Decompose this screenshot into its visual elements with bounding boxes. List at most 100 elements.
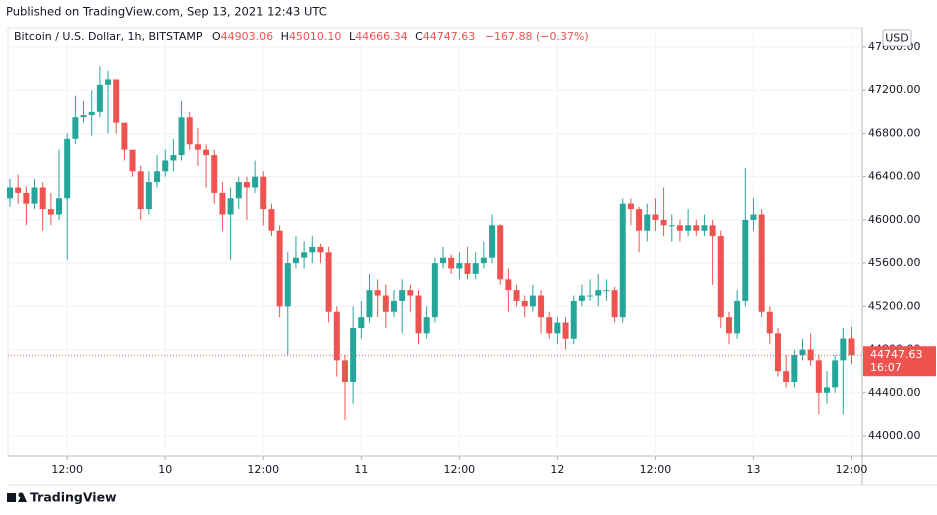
x-tick-label: 12:00 (443, 463, 475, 476)
candle-body (489, 225, 496, 258)
candle-body (382, 295, 389, 312)
candle-body (840, 338, 847, 361)
candle-body (170, 155, 177, 161)
candle-body (23, 192, 30, 204)
candle-body (64, 138, 71, 199)
x-tick-label: 11 (354, 463, 368, 476)
candle-body (774, 333, 781, 372)
candle-body (15, 187, 22, 193)
candle-body (96, 84, 103, 112)
candle-body (415, 295, 422, 334)
ohlc-letter: C (415, 30, 423, 43)
x-tick-label: 10 (158, 463, 172, 476)
published-note: Published on TradingView.com, Sep 13, 20… (6, 5, 327, 19)
candle-body (538, 295, 545, 318)
candle-body (309, 246, 316, 253)
candle-body (464, 263, 471, 274)
y-tick-label: 47200.00 (868, 83, 921, 96)
ohlc-letter: L (349, 30, 356, 43)
candle-body (56, 198, 63, 215)
candle-body (276, 230, 283, 307)
candle-body (301, 252, 308, 258)
grid (8, 28, 862, 456)
y-tick-label: 46800.00 (868, 126, 921, 139)
candle-body (186, 117, 193, 145)
candle-body (374, 290, 381, 296)
brand: TradingView (30, 490, 117, 505)
candle-body (431, 263, 438, 318)
y-tick-label: 44000.00 (868, 429, 921, 442)
candle-body (235, 182, 242, 199)
candle-body (636, 209, 643, 231)
candle-body (203, 149, 210, 156)
candle-body (807, 349, 814, 361)
candle-body (611, 290, 618, 318)
candle-body (243, 182, 250, 188)
ohlc-letter: H (281, 30, 289, 43)
candle-body (399, 290, 406, 301)
candle-body (595, 290, 602, 296)
candle-body (407, 290, 414, 296)
candle-body (162, 160, 169, 172)
candle-body (227, 198, 234, 215)
x-tick-label: 12:00 (640, 463, 672, 476)
candle-body (317, 246, 324, 253)
candle-body (521, 300, 528, 307)
candle-body (129, 149, 136, 172)
ohlc-value: 45010.10 (289, 30, 342, 43)
candle-body (742, 219, 749, 301)
candle-body (260, 176, 267, 210)
candle-body (31, 187, 38, 204)
y-tick-label: 46400.00 (868, 170, 921, 183)
candle-body (284, 263, 291, 307)
candle-body (734, 300, 741, 334)
candle-body (341, 360, 348, 382)
brand-logo (7, 492, 27, 502)
candle-body (587, 295, 594, 297)
candle-body (529, 295, 536, 307)
candle-body (72, 117, 79, 139)
candle-body (252, 176, 259, 188)
candle-body (325, 252, 332, 312)
candle-body (194, 144, 201, 150)
candle-body (154, 171, 161, 183)
candle-body (440, 257, 447, 264)
candle-body (497, 225, 504, 280)
candle-body (105, 79, 112, 85)
ohlc-value: 44666.34 (355, 30, 408, 43)
candle-body (390, 300, 397, 312)
symbol: Bitcoin / U.S. Dollar, 1h, BITSTAMP (14, 30, 203, 43)
candle-body (824, 387, 830, 393)
candle-body (480, 257, 487, 264)
current-price-box (863, 346, 936, 377)
candle-body (178, 117, 185, 156)
y-tick-label: 46000.00 (868, 213, 921, 226)
candle-body (570, 300, 577, 339)
candle-body (113, 79, 120, 123)
candle-body (88, 111, 95, 116)
candle-body (448, 257, 455, 269)
candle-body (472, 263, 479, 274)
x-tick-label: 12 (550, 463, 564, 476)
candle-body (47, 209, 54, 215)
candle-body (832, 360, 839, 388)
ohlc-letter: O (212, 30, 221, 43)
candle-body (358, 317, 365, 328)
ohlc-value: 44903.06 (221, 30, 274, 43)
candle-body (725, 317, 732, 334)
ohlc-value: 44747.63 (423, 30, 476, 43)
currency-box (882, 29, 912, 47)
candle-body (211, 155, 218, 193)
candle-body (562, 322, 569, 339)
candle-body (121, 122, 128, 150)
countdown: 16:07 (870, 361, 902, 374)
candle-body (701, 225, 708, 231)
change: −167.88 (−0.37%) (485, 30, 589, 43)
candle-body (652, 214, 659, 220)
candle-body (693, 225, 700, 231)
x-tick-label: 13 (746, 463, 760, 476)
x-tick-label: 12:00 (247, 463, 279, 476)
x-tick-label: 12:00 (836, 463, 868, 476)
